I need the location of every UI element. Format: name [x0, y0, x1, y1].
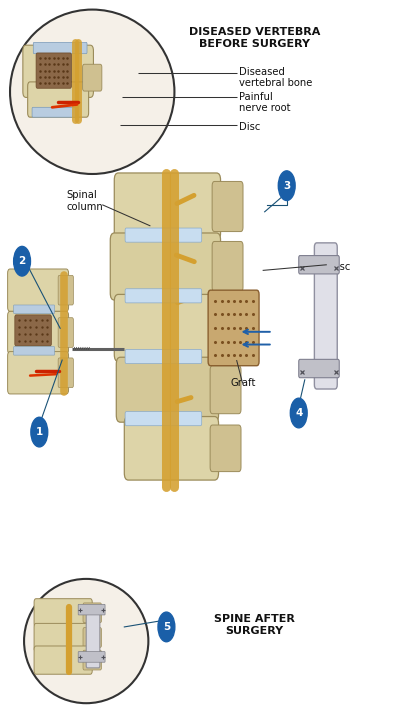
FancyBboxPatch shape	[83, 628, 101, 647]
FancyBboxPatch shape	[15, 315, 51, 346]
FancyBboxPatch shape	[58, 275, 73, 305]
Text: 2: 2	[18, 256, 26, 266]
FancyBboxPatch shape	[210, 303, 241, 353]
FancyBboxPatch shape	[212, 241, 243, 292]
FancyBboxPatch shape	[116, 357, 219, 422]
Circle shape	[31, 417, 48, 447]
Circle shape	[290, 398, 307, 428]
FancyBboxPatch shape	[8, 352, 69, 394]
FancyBboxPatch shape	[299, 359, 339, 378]
Text: 1: 1	[36, 427, 43, 437]
Text: DISEASED VERTEBRA
BEFORE SURGERY: DISEASED VERTEBRA BEFORE SURGERY	[189, 27, 320, 49]
Text: Spinal
column: Spinal column	[66, 191, 103, 212]
FancyBboxPatch shape	[34, 623, 92, 652]
Circle shape	[158, 612, 175, 642]
Text: Disc: Disc	[329, 262, 350, 272]
FancyBboxPatch shape	[58, 318, 73, 347]
FancyBboxPatch shape	[83, 650, 101, 670]
FancyBboxPatch shape	[125, 349, 202, 364]
FancyBboxPatch shape	[86, 606, 100, 668]
FancyBboxPatch shape	[34, 646, 92, 674]
FancyBboxPatch shape	[212, 181, 243, 232]
FancyBboxPatch shape	[114, 294, 219, 361]
FancyBboxPatch shape	[32, 107, 78, 117]
FancyBboxPatch shape	[14, 305, 55, 313]
Text: Diseased
vertebral bone: Diseased vertebral bone	[239, 67, 312, 88]
FancyBboxPatch shape	[83, 64, 102, 91]
Text: 5: 5	[163, 622, 170, 632]
Text: Disc: Disc	[239, 122, 260, 132]
FancyBboxPatch shape	[23, 45, 93, 97]
FancyBboxPatch shape	[14, 347, 55, 355]
Text: SPINE AFTER
SURGERY: SPINE AFTER SURGERY	[214, 614, 295, 636]
Circle shape	[278, 171, 295, 201]
FancyBboxPatch shape	[28, 82, 89, 117]
FancyBboxPatch shape	[33, 42, 87, 54]
FancyBboxPatch shape	[124, 417, 219, 480]
FancyBboxPatch shape	[125, 289, 202, 303]
FancyBboxPatch shape	[58, 358, 73, 388]
Text: Graft: Graft	[231, 378, 256, 388]
FancyBboxPatch shape	[125, 412, 202, 426]
FancyBboxPatch shape	[210, 425, 241, 472]
FancyBboxPatch shape	[210, 366, 241, 414]
FancyBboxPatch shape	[208, 290, 259, 366]
FancyBboxPatch shape	[114, 173, 221, 240]
Text: 4: 4	[295, 408, 302, 418]
FancyBboxPatch shape	[83, 603, 101, 623]
Text: 3: 3	[283, 181, 290, 191]
FancyBboxPatch shape	[314, 243, 337, 389]
Text: Painful
nerve root: Painful nerve root	[239, 92, 290, 113]
Ellipse shape	[24, 579, 148, 703]
FancyBboxPatch shape	[34, 599, 92, 627]
FancyBboxPatch shape	[78, 652, 105, 662]
FancyBboxPatch shape	[78, 604, 105, 615]
FancyBboxPatch shape	[125, 228, 202, 242]
Ellipse shape	[10, 10, 174, 174]
FancyBboxPatch shape	[8, 311, 69, 354]
FancyBboxPatch shape	[8, 269, 69, 311]
Circle shape	[14, 246, 30, 276]
FancyBboxPatch shape	[299, 256, 339, 274]
FancyBboxPatch shape	[110, 233, 221, 300]
FancyBboxPatch shape	[36, 53, 71, 88]
